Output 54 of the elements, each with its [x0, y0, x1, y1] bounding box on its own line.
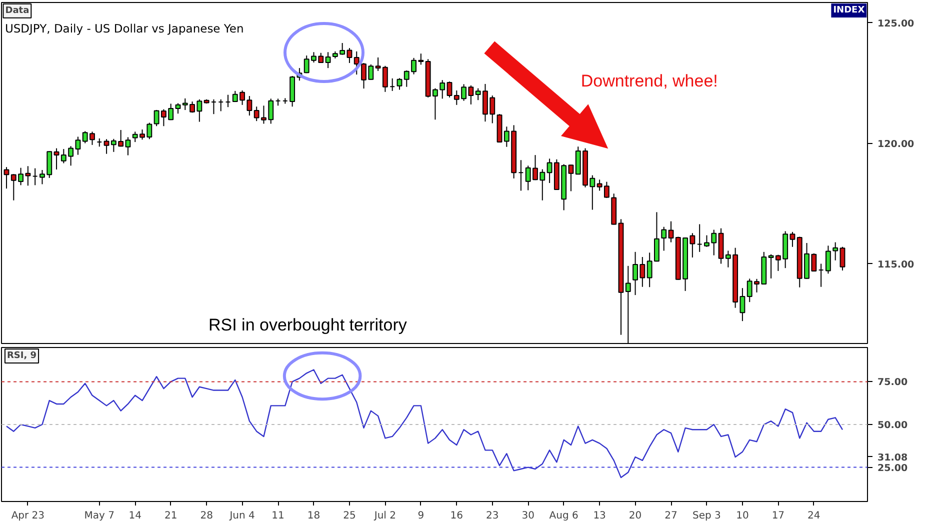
y-tick-label: 25.00	[878, 462, 908, 474]
y-tick-label: 125.00	[878, 18, 915, 30]
text: USDJPY, Daily - US Dollar vs Japanese Yen	[4, 21, 244, 36]
y-tick-label: 31.08	[878, 452, 908, 464]
x-tick-label: 20	[628, 510, 642, 522]
x-tick-label: Apr 23	[11, 510, 45, 522]
x-tick-label: Aug 6	[549, 510, 578, 522]
candlestick	[125, 136, 131, 156]
candlestick	[346, 48, 352, 64]
x-tick-label: 16	[450, 510, 464, 522]
annotation: Downtrend, whee!	[580, 71, 718, 90]
x-tick-label: Jun 4	[228, 510, 255, 522]
candlestick	[104, 138, 110, 154]
y-axis-title: INDEX	[833, 6, 865, 16]
x-tick-label: 14	[128, 510, 142, 522]
x-tick-label: 11	[272, 510, 284, 522]
candlestick	[4, 166, 10, 190]
x-tick-label: 17	[772, 510, 785, 522]
annotation: RSI in overbought territory	[208, 316, 408, 335]
candlestick	[54, 148, 60, 170]
x-tick-label: 25	[343, 510, 356, 522]
candlestick	[840, 246, 846, 271]
x-tick-label: 18	[307, 510, 320, 522]
y-tick-label: 75.00	[878, 377, 908, 388]
annotation: Data	[5, 6, 30, 16]
candlestick	[396, 78, 402, 90]
line-series	[6, 369, 844, 478]
x-tick-label: 30	[522, 510, 534, 522]
candlestick	[661, 226, 667, 252]
candlestick	[832, 242, 838, 261]
candlestick	[325, 52, 331, 69]
candlestick	[568, 164, 574, 192]
candlestick	[790, 231, 796, 248]
x-tick-label: 10	[736, 510, 749, 522]
candlestick	[254, 106, 260, 122]
candlestick	[175, 102, 181, 114]
x-tick-label: Sep 3	[692, 510, 721, 522]
x-tick-label: 21	[164, 510, 178, 522]
x-tick-label: 28	[200, 510, 213, 522]
x-tick-label: 23	[486, 510, 499, 522]
chart-title: RSI, 9	[6, 351, 37, 362]
candlestick	[446, 81, 452, 98]
y-tick-label: 50.00	[878, 420, 908, 431]
x-tick-label: 13	[593, 510, 606, 522]
x-tick-label: 27	[664, 510, 678, 522]
candlestick	[668, 220, 674, 243]
x-tick-label: Jul 2	[373, 510, 396, 522]
candlestick	[825, 245, 831, 274]
x-tick-label: May 7	[84, 510, 114, 522]
x-tick-label: 24	[808, 510, 820, 522]
y-tick-label: 120.00	[878, 138, 915, 150]
y-tick-label: 115.00	[878, 259, 915, 270]
x-tick-label: 9	[418, 510, 424, 522]
candlestick	[354, 50, 360, 76]
